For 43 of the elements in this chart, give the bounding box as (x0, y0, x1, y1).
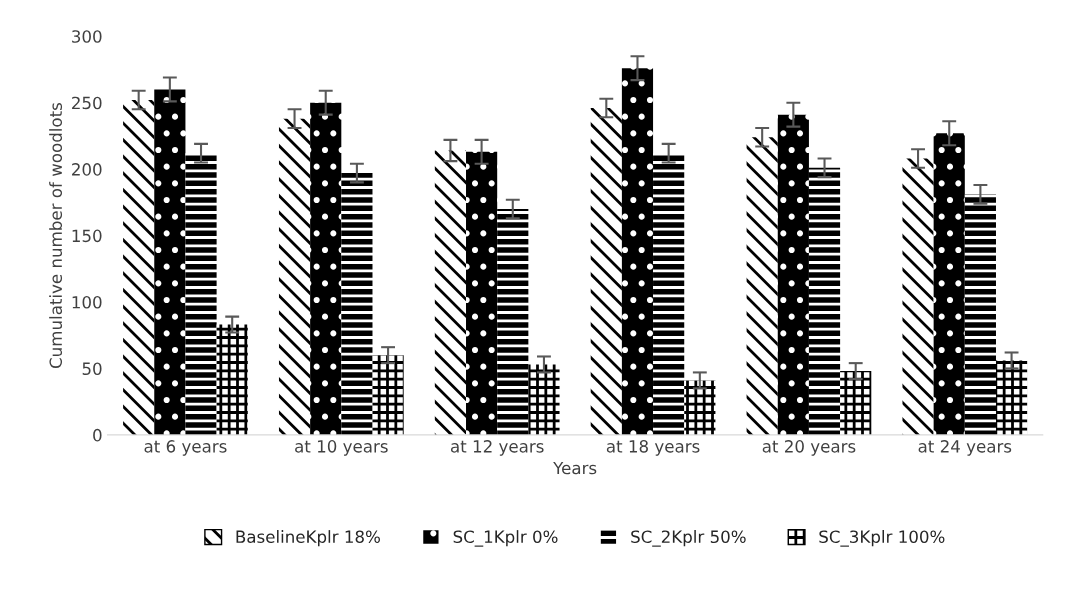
bar (185, 153, 217, 435)
y-tick-label: 250 (72, 96, 102, 110)
bar (808, 167, 841, 435)
y-tick-label: 150 (72, 229, 102, 243)
bar (746, 137, 778, 435)
y-tick-label: 0 (93, 428, 102, 442)
y-axis-title: Cumulative number of woodlots (49, 102, 63, 369)
bar (777, 114, 809, 435)
bar (933, 133, 965, 435)
bar (341, 173, 373, 435)
bar (528, 364, 560, 435)
x-tick-label: at 12 years (450, 440, 544, 456)
bar (123, 100, 155, 435)
y-tick-label: 200 (72, 163, 102, 176)
bar (590, 108, 622, 435)
legend-label: BaselineKplr 18% (236, 530, 380, 547)
x-tick-label: at 10 years (295, 440, 388, 456)
bar (216, 324, 248, 435)
legend-label: SC_2Kplr 50% (631, 530, 746, 547)
bar (902, 158, 934, 435)
bar (154, 89, 186, 435)
bar (995, 360, 1028, 435)
y-tick-label: 300 (72, 30, 102, 43)
bar (621, 68, 654, 435)
bar (434, 150, 467, 435)
bar (278, 118, 311, 435)
bar (964, 194, 996, 435)
y-tick-label: 50 (82, 362, 102, 376)
y-tick-label: 100 (72, 295, 102, 309)
bar (372, 355, 404, 435)
legend-label: SC_1Kplr 0% (453, 530, 558, 547)
x-tick-label: at 24 years (918, 440, 1012, 456)
x-tick-label: at 18 years (606, 440, 700, 456)
legend-label: SC_3Kplr 100% (819, 530, 945, 547)
bar (497, 208, 529, 435)
bar (684, 380, 716, 435)
bar (310, 102, 342, 435)
x-tick-label: at 20 years (762, 440, 856, 456)
x-tick-label: at 6 years (144, 440, 227, 456)
bar (840, 371, 872, 435)
bar (653, 153, 685, 435)
bar (466, 151, 498, 435)
x-axis-title: Years (553, 461, 597, 475)
